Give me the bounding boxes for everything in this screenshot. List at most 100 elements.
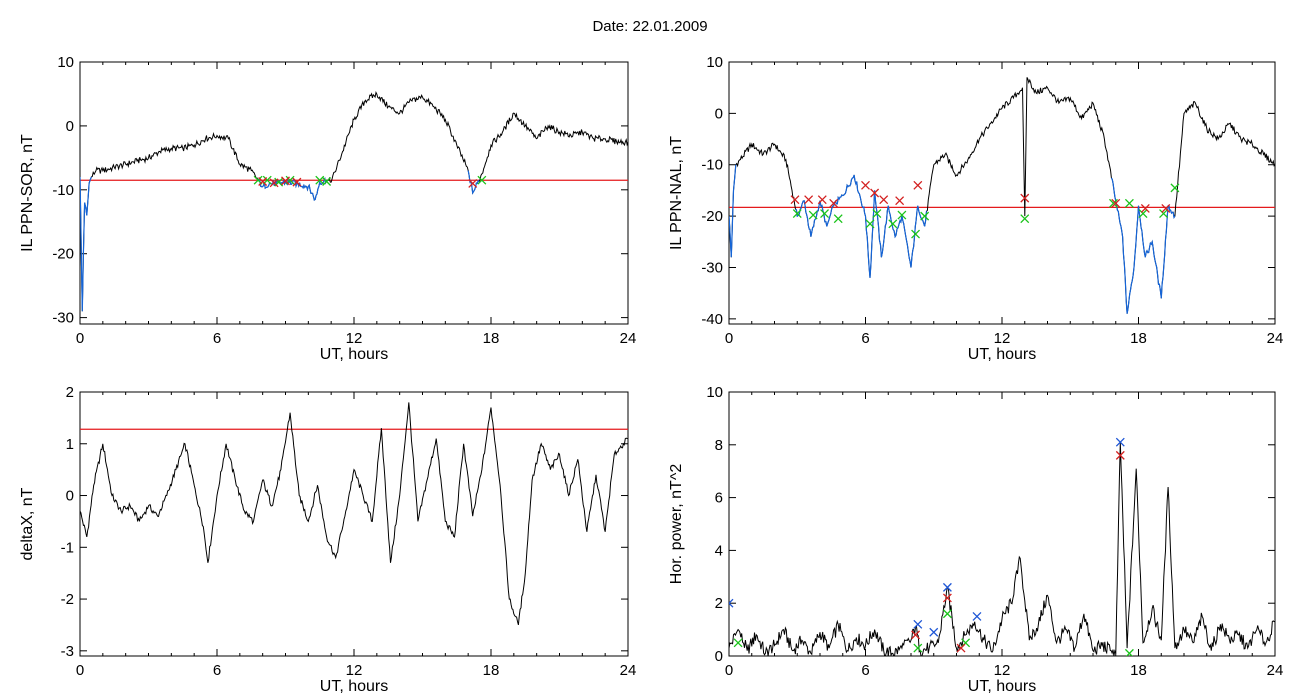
y-tick-label: 0	[715, 105, 723, 122]
y-tick-label: -20	[52, 246, 74, 263]
red-event-marker	[1161, 203, 1171, 213]
data-series-line	[80, 402, 628, 626]
highlighted-segment	[795, 174, 928, 278]
y-axis-label: deltaX, nT	[19, 487, 36, 560]
green-event-marker	[1109, 198, 1118, 208]
x-tick-label: 0	[725, 662, 733, 679]
green-event-marker	[1124, 198, 1134, 208]
x-axis-label: UT, hours	[968, 346, 1036, 363]
chart-panel-2: 0 6 12 18 24 10 0 -10 -20 -30 -40 UT, hours IL PPN-N…	[668, 54, 1283, 363]
red-event-marker	[1111, 198, 1121, 208]
x-tick-label: 24	[620, 330, 637, 347]
plot-area	[729, 77, 1275, 314]
green-event-marker	[322, 177, 332, 186]
red-event-marker	[913, 180, 923, 190]
red-event-marker	[804, 195, 814, 205]
x-axis-label: UT, hours	[968, 678, 1036, 695]
y-tick-label: -30	[52, 310, 74, 327]
x-tick-label: 18	[1130, 330, 1147, 347]
green-event-marker	[942, 609, 952, 619]
green-event-marker	[820, 209, 830, 219]
blue-event-marker	[913, 619, 923, 629]
green-event-marker	[865, 219, 875, 229]
red-event-marker	[258, 177, 268, 186]
green-event-marker	[913, 643, 923, 653]
plot-area	[80, 402, 628, 626]
chart-panel-4: 0 6 12 18 24 10 8 6 4 2 0 UT, hours Hor. power, nT^2	[668, 384, 1283, 695]
green-event-marker	[888, 219, 898, 229]
y-tick-label: 2	[715, 595, 723, 612]
red-event-marker	[870, 188, 880, 198]
x-tick-label: 24	[1267, 330, 1284, 347]
data-series-line	[729, 442, 1275, 656]
figure-title: Date: 22.01.2009	[592, 18, 708, 35]
red-event-marker	[790, 195, 800, 205]
x-tick-label: 6	[861, 330, 869, 347]
green-event-marker	[920, 211, 930, 221]
y-tick-label: -40	[701, 311, 723, 328]
y-tick-label: 8	[715, 437, 723, 454]
plot-frame	[728, 61, 1276, 325]
y-tick-label: -10	[52, 182, 74, 199]
y-tick-label: 0	[66, 118, 74, 135]
red-event-marker	[911, 630, 921, 640]
green-event-marker	[477, 175, 487, 185]
x-tick-label: 18	[1130, 662, 1147, 679]
red-event-marker	[829, 198, 839, 208]
x-tick-label: 12	[994, 330, 1011, 347]
green-event-marker	[733, 638, 743, 648]
red-event-marker	[468, 178, 478, 188]
red-event-marker	[879, 195, 889, 205]
data-series-line	[729, 77, 1275, 314]
green-event-marker	[911, 229, 921, 239]
plot-frame	[79, 61, 629, 325]
y-tick-label: -2	[61, 591, 74, 608]
x-tick-label: 24	[1267, 662, 1284, 679]
highlighted-segment	[467, 170, 480, 195]
highlighted-segment	[729, 164, 737, 258]
green-event-marker	[1138, 209, 1148, 219]
y-tick-label: 0	[715, 648, 723, 665]
x-tick-label: 24	[620, 662, 637, 679]
y-tick-label: 0	[66, 488, 74, 505]
plot-frame	[79, 391, 629, 657]
chart-panel-3: 0 6 12 18 24 2 1 0 -1 -2 -3 UT, hours deltaX, nT	[19, 384, 636, 695]
red-event-marker	[281, 176, 290, 186]
highlighted-segment	[257, 176, 328, 201]
x-tick-label: 0	[76, 330, 84, 347]
x-tick-label: 18	[483, 662, 500, 679]
y-tick-label: -20	[701, 208, 723, 225]
y-tick-label: 10	[706, 54, 723, 71]
y-tick-label: 1	[66, 436, 74, 453]
red-event-marker	[1020, 193, 1030, 203]
x-tick-label: 6	[861, 662, 869, 679]
plot-area	[729, 437, 1275, 656]
chart-panel-1: 0 6 12 18 24 10 0 -10 -20 -30 UT, hours IL PPN-SOR,…	[19, 54, 636, 363]
green-event-marker	[872, 209, 882, 219]
plot-area	[80, 91, 628, 312]
red-event-marker	[1140, 203, 1150, 213]
green-event-marker	[833, 214, 843, 224]
y-axis-label: IL PPN-NAL, nT	[668, 136, 685, 250]
green-event-marker	[315, 175, 325, 185]
blue-event-marker	[1115, 437, 1125, 447]
blue-event-marker	[942, 582, 952, 592]
green-event-marker	[1170, 183, 1180, 193]
green-event-marker	[808, 210, 818, 220]
data-series-line	[80, 91, 628, 312]
x-tick-label: 12	[346, 662, 363, 679]
x-axis-label: UT, hours	[320, 346, 388, 363]
green-event-marker	[1124, 648, 1134, 656]
y-tick-label: 4	[715, 542, 723, 559]
y-tick-label: -10	[701, 157, 723, 174]
red-event-marker	[942, 593, 952, 603]
y-axis-label: IL PPN-SOR, nT	[19, 134, 36, 252]
green-event-marker	[1159, 209, 1168, 219]
x-tick-label: 12	[994, 662, 1011, 679]
y-tick-label: 2	[66, 384, 74, 401]
x-tick-label: 0	[725, 330, 733, 347]
highlighted-segment	[1110, 177, 1176, 314]
green-event-marker	[897, 210, 907, 220]
y-tick-label: -30	[701, 259, 723, 276]
